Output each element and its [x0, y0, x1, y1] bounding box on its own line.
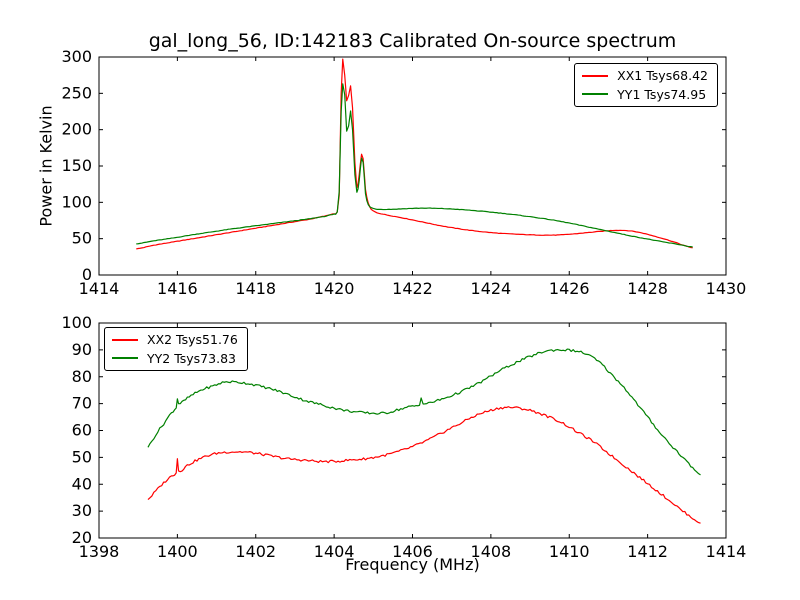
y-tick-label: 300	[61, 47, 92, 66]
x-tick-label: 1412	[627, 542, 668, 561]
series-line-xx2	[147, 406, 701, 524]
y-tick-label: 150	[61, 156, 92, 175]
x-tick-label: 1414	[79, 279, 120, 298]
y-tick-label: 40	[72, 474, 92, 493]
x-tick-label: 1430	[706, 279, 747, 298]
y-tick-label: 250	[61, 83, 92, 102]
figure-title: gal_long_56, ID:142183 Calibrated On-sou…	[148, 30, 677, 52]
x-tick-label: 1410	[549, 542, 590, 561]
x-tick-label: 1400	[157, 542, 198, 561]
x-tick-label: 1420	[314, 279, 355, 298]
series-line-yy1	[136, 83, 693, 248]
x-tick-label: 1408	[471, 542, 512, 561]
series-line-yy2	[147, 348, 701, 476]
x-tick-label: 1402	[235, 542, 276, 561]
y-tick-label: 200	[61, 120, 92, 139]
x-axis-label: Frequency (MHz)	[345, 555, 480, 574]
y-tick-label: 80	[72, 367, 92, 386]
xx2-line-swatch	[112, 338, 138, 341]
top-plot: 1414 1416 1418 1420 1422 1424 1426 1428 1430 0 50 1…	[61, 47, 746, 298]
series-line-xx1	[136, 58, 693, 250]
bottom-plot-legend: XX2 Tsys51.76 YY2 Tsys73.83	[104, 327, 248, 372]
xx1-line-swatch	[582, 74, 609, 77]
yy2-legend-label: YY2 Tsys73.83	[147, 350, 236, 366]
xx1-legend-label: XX1 Tsys68.42	[617, 68, 708, 83]
x-tick-label: 1424	[471, 279, 512, 298]
yy1-legend-label: YY1 Tsys74.95	[617, 86, 707, 102]
x-tick-label: 1398	[79, 542, 120, 561]
y-tick-label: 20	[72, 528, 92, 547]
y-tick-label: 70	[72, 394, 92, 413]
yy1-line-swatch	[582, 93, 609, 96]
x-tick-label: 1418	[235, 279, 276, 298]
y-tick-label: 100	[61, 192, 92, 211]
yy2-line-swatch	[112, 357, 138, 360]
legend-entry-yy1: YY1 Tsys74.95	[582, 87, 708, 103]
y-tick-label: 50	[72, 447, 92, 466]
legend-entry-yy2: YY2 Tsys73.83	[112, 351, 238, 367]
y-tick-label: 90	[72, 340, 92, 359]
y-tick-label: 100	[61, 313, 92, 332]
x-tick-label: 1414	[706, 542, 747, 561]
x-tick-label: 1428	[627, 279, 668, 298]
x-tick-label: 1416	[157, 279, 198, 298]
xx2-legend-label: XX2 Tsys51.76	[147, 332, 238, 347]
y-tick-label: 0	[82, 265, 92, 284]
top-plot-legend: XX1 Tsys68.42 YY1 Tsys74.95	[574, 63, 718, 108]
y-tick-label: 30	[72, 501, 92, 520]
x-tick-label: 1406	[392, 542, 433, 561]
x-tick-label: 1426	[549, 279, 590, 298]
legend-entry-xx1: XX1 Tsys68.42	[582, 68, 708, 84]
top-y-axis-label: Power in Kelvin	[36, 105, 56, 227]
y-tick-label: 60	[72, 421, 92, 440]
x-tick-label: 1404	[314, 542, 355, 561]
y-tick-label: 50	[72, 229, 92, 248]
x-tick-label: 1422	[392, 279, 433, 298]
bottom-plot: 1398 1400 1402 1404 1406 1408 1410 1412 1414 20 30…	[61, 313, 746, 561]
legend-entry-xx2: XX2 Tsys51.76	[112, 332, 238, 348]
